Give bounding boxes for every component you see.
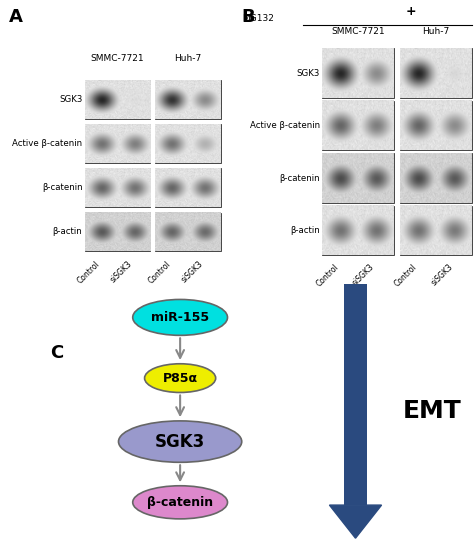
Bar [400,206,472,255]
Text: Control: Control [393,262,419,288]
Text: EMT: EMT [403,399,462,423]
Text: siSGK3: siSGK3 [109,259,134,285]
Text: β-actin: β-actin [53,227,82,236]
Text: β-catenin: β-catenin [147,496,213,509]
Bar [322,206,394,255]
Text: MG132: MG132 [242,14,273,23]
Bar [85,213,150,251]
Text: Active β-catenin: Active β-catenin [12,139,82,148]
Ellipse shape [118,421,242,463]
Text: P85α: P85α [163,371,198,385]
Text: SGK3: SGK3 [59,95,82,104]
Bar [400,153,472,203]
Text: miR-155: miR-155 [151,311,209,324]
Text: Control: Control [146,259,173,285]
Ellipse shape [133,486,228,519]
Text: Control: Control [315,262,341,288]
Text: Active β-catenin: Active β-catenin [250,121,320,130]
Bar [344,284,367,505]
Text: SMMC-7721: SMMC-7721 [90,55,144,63]
Bar [155,168,220,207]
Text: SMMC-7721: SMMC-7721 [331,27,385,36]
Text: siSGK3: siSGK3 [429,262,455,288]
Text: Huh-7: Huh-7 [174,55,202,63]
Bar [322,49,394,98]
Ellipse shape [133,299,228,336]
Bar [400,100,472,151]
Text: Control: Control [75,259,101,285]
Bar [85,168,150,207]
Text: Huh-7: Huh-7 [422,27,450,36]
Polygon shape [329,505,382,538]
Ellipse shape [145,364,216,392]
Text: A: A [9,8,23,26]
Text: SGK3: SGK3 [297,68,320,78]
Text: SGK3: SGK3 [155,433,205,450]
Bar [85,80,150,119]
Bar [155,213,220,251]
Bar [155,80,220,119]
Bar [85,124,150,163]
Bar [155,124,220,163]
Text: β-actin: β-actin [290,226,320,235]
Text: siSGK3: siSGK3 [351,262,376,288]
Text: +: + [406,5,417,18]
Text: B: B [242,8,255,26]
Text: siSGK3: siSGK3 [180,259,205,285]
Bar [322,100,394,151]
Bar [322,153,394,203]
Text: C: C [50,344,64,362]
Text: β-catenin: β-catenin [42,183,82,192]
Bar [400,49,472,98]
Text: β-catenin: β-catenin [279,173,320,183]
